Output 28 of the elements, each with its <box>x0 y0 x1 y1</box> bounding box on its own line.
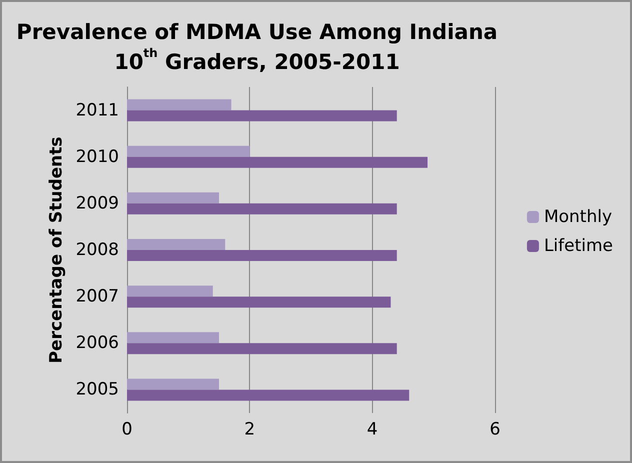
y-tick-label: 2008 <box>76 240 119 260</box>
y-tick-label: 2011 <box>76 100 119 120</box>
y-tick-label: 2010 <box>76 146 119 167</box>
y-tick-label: 2005 <box>76 380 119 400</box>
y-tick-label: 2006 <box>76 333 119 354</box>
x-tick-label: 4 <box>366 420 378 440</box>
bar <box>127 343 397 354</box>
y-axis-title: Percentage of Students <box>46 136 66 364</box>
bar <box>127 146 250 157</box>
bar <box>127 110 397 122</box>
bar <box>127 250 397 261</box>
x-tick-label: 0 <box>122 420 132 440</box>
bar <box>127 390 410 401</box>
x-tick-label: 6 <box>490 420 500 440</box>
bar <box>127 156 428 168</box>
bar <box>127 239 226 250</box>
bar <box>127 99 232 110</box>
bar <box>127 378 219 390</box>
x-tick-label: 2 <box>244 420 256 440</box>
y-tick-label: 2007 <box>76 286 119 307</box>
bar <box>127 332 219 344</box>
y-tick-label: 2009 <box>76 193 119 214</box>
legend-label: Lifetime <box>544 236 613 256</box>
bar <box>127 296 391 308</box>
bar <box>127 192 219 204</box>
bar <box>127 203 397 214</box>
legend-label: Monthly <box>544 207 612 227</box>
bar <box>127 286 213 297</box>
